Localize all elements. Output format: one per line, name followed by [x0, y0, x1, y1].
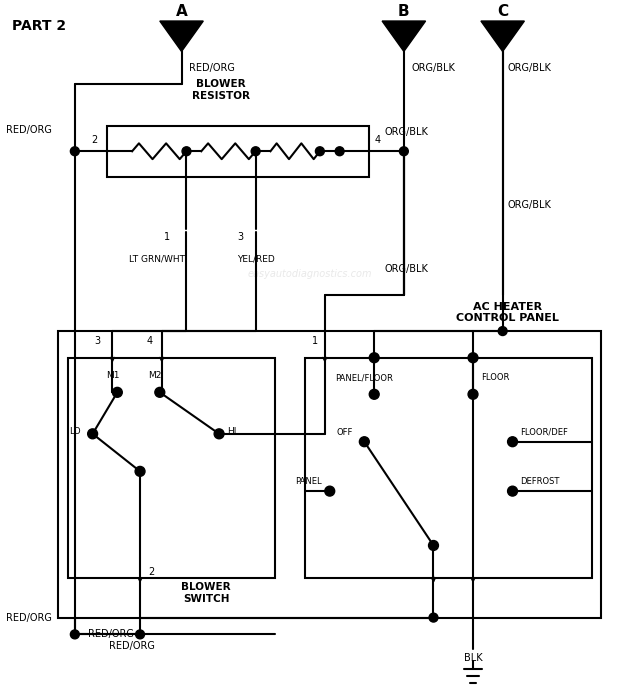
Bar [68, 358, 276, 578]
Text: FLOOR/DEF: FLOOR/DEF [520, 428, 569, 437]
Text: 4: 4 [147, 336, 153, 346]
Circle shape [370, 353, 379, 363]
Circle shape [360, 437, 370, 447]
Bar [58, 331, 601, 617]
Circle shape [70, 630, 79, 639]
Text: PART 2: PART 2 [12, 19, 66, 33]
Text: OFF: OFF [336, 428, 352, 437]
Bar [108, 125, 370, 177]
Text: easyautodiagnostics.com: easyautodiagnostics.com [248, 269, 372, 279]
Circle shape [335, 147, 344, 155]
Text: 2: 2 [148, 567, 154, 577]
Text: 2: 2 [91, 135, 98, 146]
Polygon shape [160, 21, 203, 52]
Bar [305, 358, 591, 578]
Circle shape [507, 486, 517, 496]
Text: ORG/BLK: ORG/BLK [384, 264, 428, 274]
Circle shape [498, 327, 507, 335]
Text: RED/ORG: RED/ORG [88, 629, 133, 639]
Circle shape [399, 147, 408, 155]
Text: FLOOR: FLOOR [481, 373, 509, 382]
Circle shape [370, 389, 379, 399]
Circle shape [112, 387, 122, 398]
Text: 1: 1 [312, 336, 318, 346]
Text: 3: 3 [238, 232, 244, 242]
Circle shape [88, 429, 98, 439]
Text: A: A [176, 4, 187, 19]
Text: RED/ORG: RED/ORG [6, 612, 51, 622]
Text: M1: M1 [106, 372, 119, 381]
Circle shape [429, 613, 438, 622]
Text: BLK: BLK [464, 653, 482, 663]
Circle shape [182, 147, 191, 155]
Text: B: B [398, 4, 410, 19]
Text: LT GRN/WHT: LT GRN/WHT [129, 254, 185, 263]
Circle shape [428, 540, 438, 550]
Text: PANEL: PANEL [295, 477, 322, 486]
Text: AC HEATER
CONTROL PANEL: AC HEATER CONTROL PANEL [456, 302, 559, 323]
Text: PANEL/FLOOR: PANEL/FLOOR [336, 373, 393, 382]
Circle shape [70, 147, 79, 155]
Text: RED/ORG: RED/ORG [109, 641, 155, 651]
Circle shape [135, 630, 145, 639]
Text: 4: 4 [374, 135, 380, 146]
Circle shape [315, 147, 324, 155]
Text: RED/ORG: RED/ORG [190, 63, 235, 74]
Circle shape [325, 486, 335, 496]
Text: ORG/BLK: ORG/BLK [384, 127, 428, 137]
Text: ORG/BLK: ORG/BLK [412, 63, 455, 74]
Text: BLOWER
SWITCH: BLOWER SWITCH [182, 582, 231, 603]
Text: BLOWER
RESISTOR: BLOWER RESISTOR [192, 79, 250, 101]
Circle shape [155, 387, 165, 398]
Circle shape [507, 437, 517, 447]
Text: ORG/BLK: ORG/BLK [507, 199, 551, 209]
Text: LO: LO [69, 427, 81, 436]
Text: C: C [497, 4, 508, 19]
Circle shape [135, 466, 145, 476]
Circle shape [251, 147, 260, 155]
Text: HI: HI [227, 427, 236, 436]
Text: 1: 1 [164, 232, 170, 242]
Circle shape [468, 353, 478, 363]
Text: DEFROST: DEFROST [520, 477, 560, 486]
Text: 3: 3 [95, 336, 101, 346]
Text: M2: M2 [148, 372, 161, 381]
Text: ORG/BLK: ORG/BLK [507, 63, 551, 74]
Text: YEL/RED: YEL/RED [237, 254, 274, 263]
Circle shape [468, 389, 478, 399]
Polygon shape [382, 21, 426, 52]
Polygon shape [481, 21, 525, 52]
Circle shape [214, 429, 224, 439]
Text: RED/ORG: RED/ORG [6, 125, 51, 136]
